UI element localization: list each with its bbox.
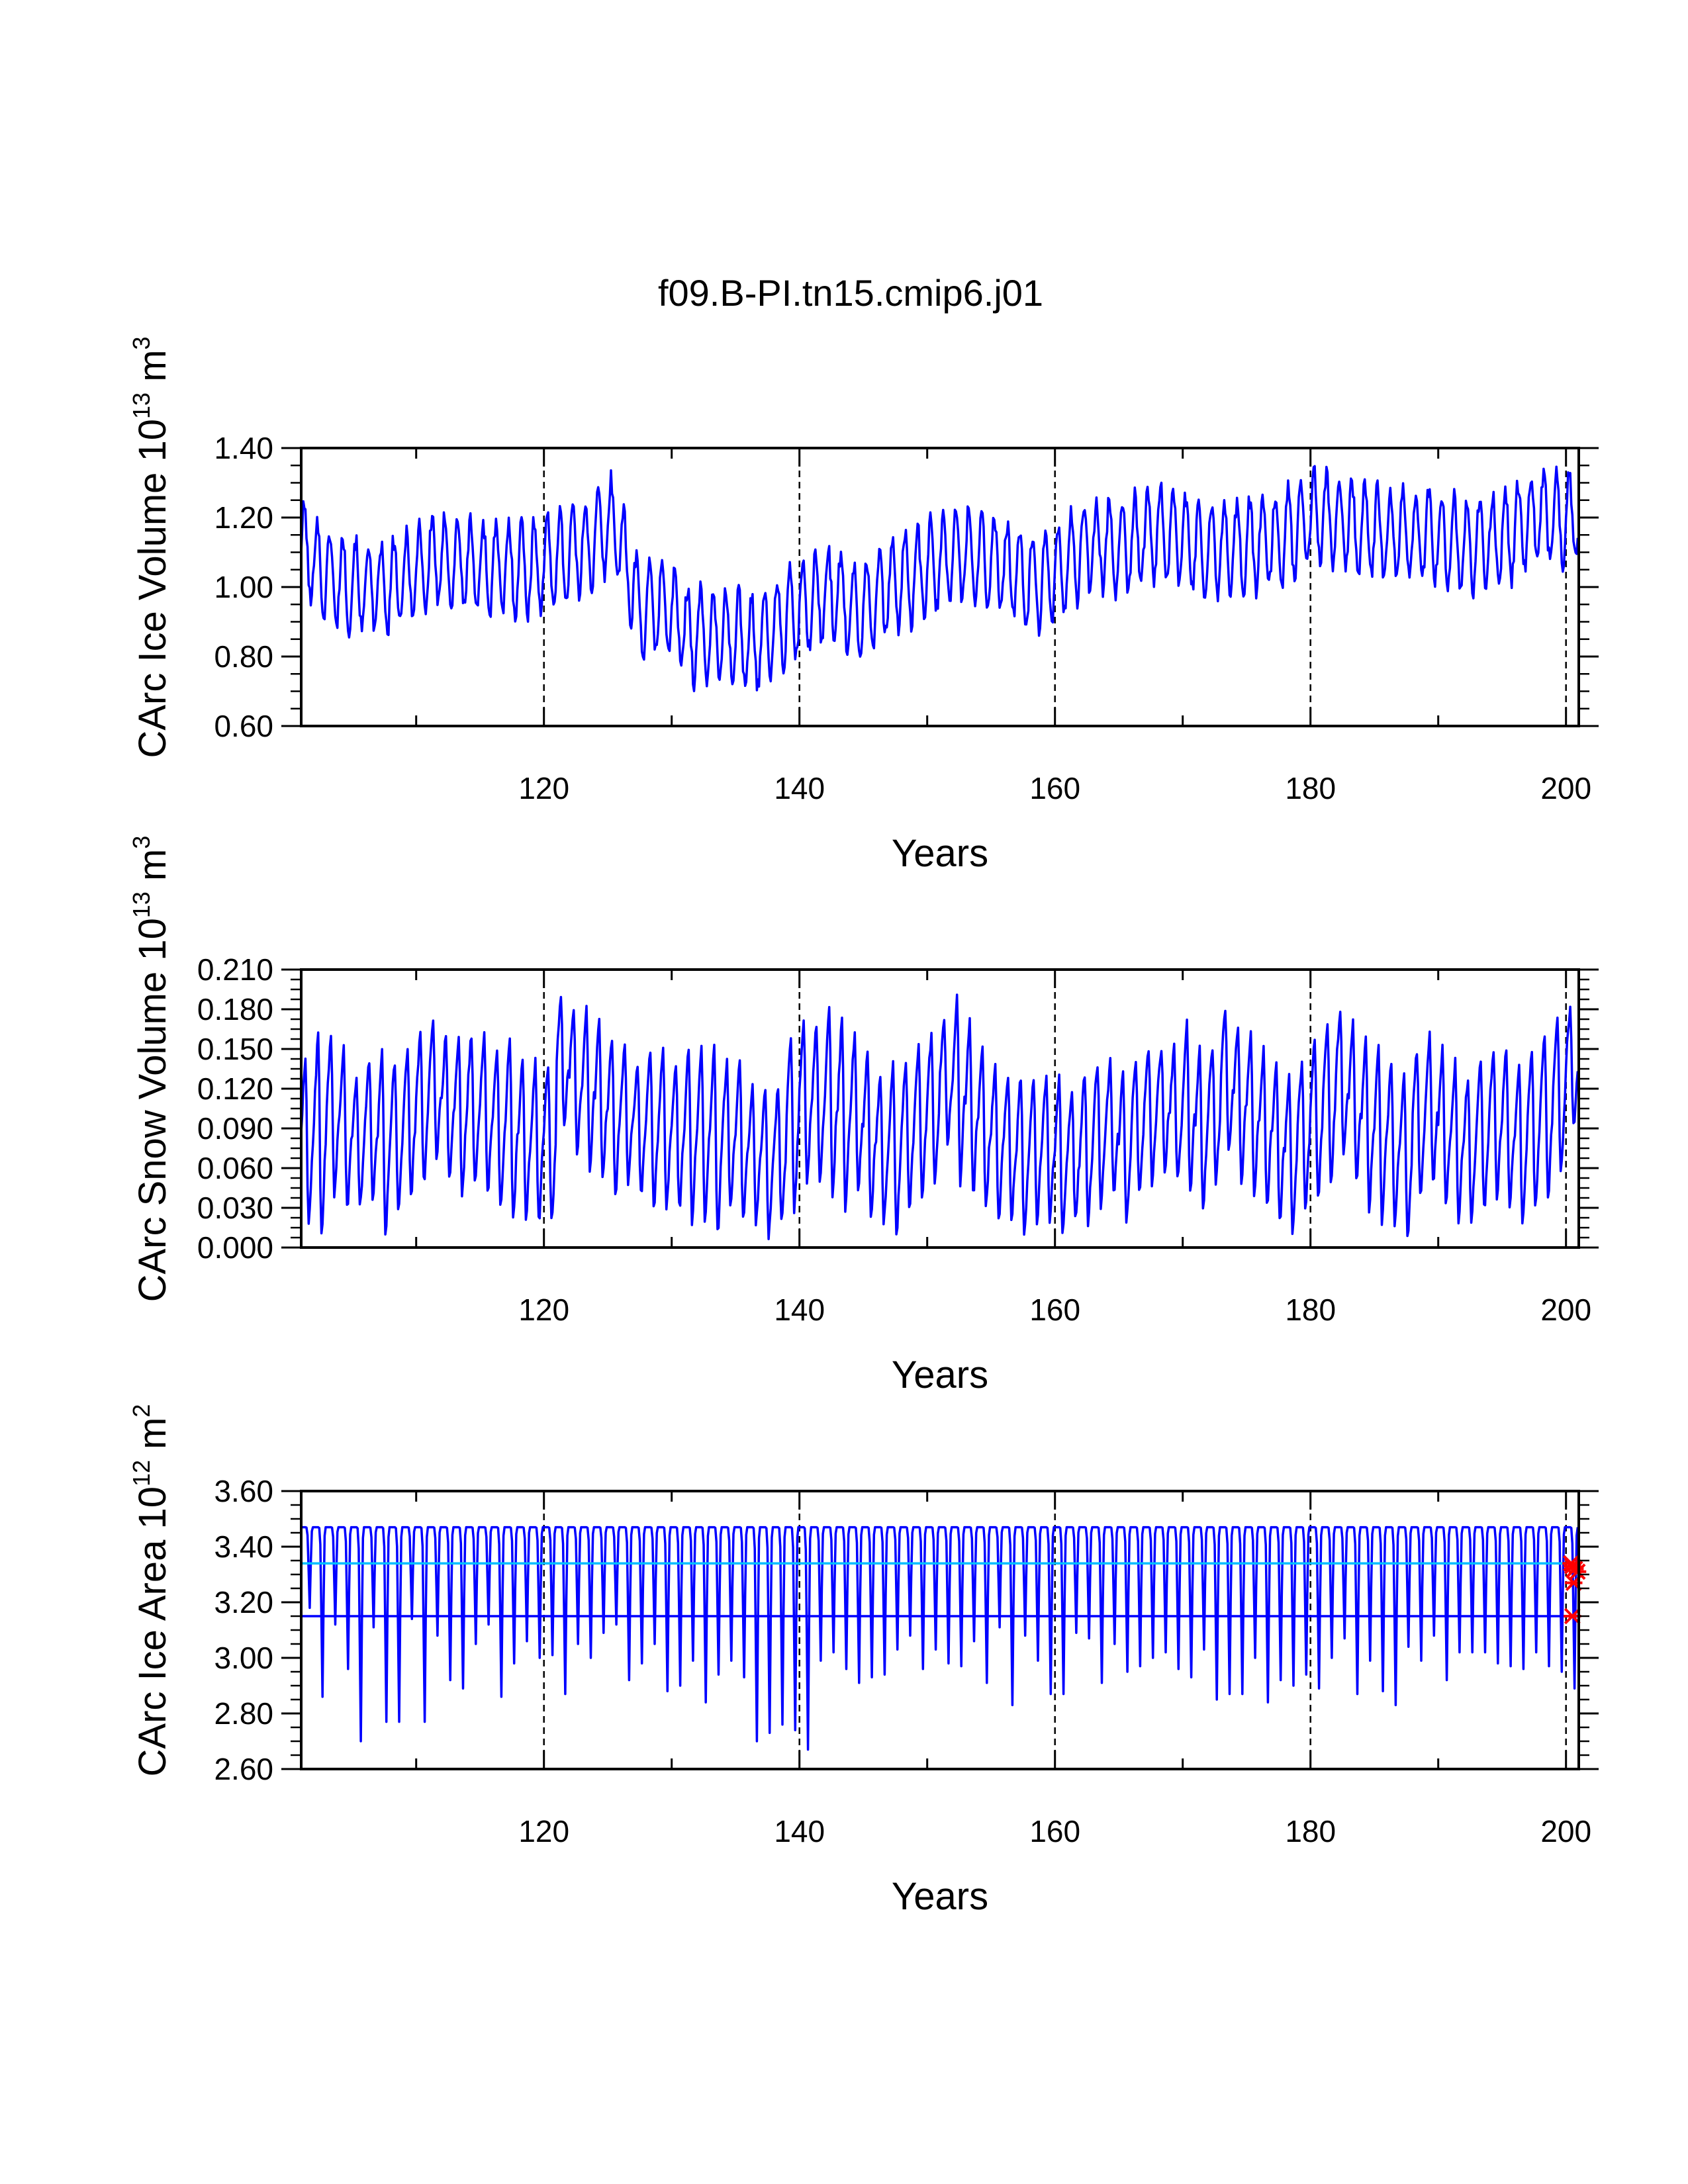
y-tick-labels: 0.60 0.80 1.00 1.20 1.40 [214,431,273,743]
y-tick-label: 0.000 [197,1230,273,1265]
y-tick-label: 0.60 [214,709,273,743]
y-tick-label: 2.80 [214,1696,273,1731]
x-axis-label: Years [892,1875,988,1918]
x-tick-label: 180 [1285,1293,1336,1327]
figure-title: f09.B-PI.tn15.cmip6.j01 [658,272,1043,314]
y-label-unit-exponent: 3 [128,336,155,349]
y-axis-label: CArc Ice Volume 1013 m3 [128,336,174,758]
y-axis-label: CArc Ice Area 1012 m2 [128,1404,174,1777]
series-line-monthly [300,465,1579,692]
y-tick-label: 0.80 [214,639,273,674]
x-tick-label: 180 [1285,1814,1336,1848]
panel-snow-volume: 120 140 160 180 200 0.000 0.030 0.060 0.090 0.12… [128,836,1599,1396]
y-label-unit: m [131,349,174,392]
panel-ice-volume: 120 140 160 180 200 0.60 0.80 1.00 1.20 1.40 Yea… [128,336,1599,875]
y-label-unit: m [131,849,174,891]
grid-lines [543,1491,1567,1769]
y-axis-label: CArc Snow Volume 1013 m3 [128,836,174,1302]
y-tick-label: 3.00 [214,1641,273,1675]
y-label-exponent: 13 [128,392,155,419]
data-series [300,465,1579,692]
x-tick-label: 140 [774,1814,825,1848]
x-tick-label: 160 [1029,771,1080,805]
y-tick-labels: 0.000 0.030 0.060 0.090 0.120 0.150 0.180 0.210 [197,952,273,1265]
x-tick-labels: 120 140 160 180 200 [518,1293,1591,1327]
y-tick-label: 3.20 [214,1585,273,1619]
y-tick-label: 0.060 [197,1151,273,1185]
plot-frame [300,1490,1580,1770]
y-tick-label: 0.210 [197,952,273,987]
y-label-unit-exponent: 3 [128,836,155,849]
x-tick-label: 200 [1540,771,1591,805]
y-tick-label: 3.60 [214,1474,273,1508]
series-line-monthly [301,1525,1579,1751]
x-tick-label: 120 [518,771,569,805]
x-axis-label: Years [892,832,988,875]
x-tick-label: 200 [1540,1814,1591,1848]
y-tick-labels: 2.60 2.80 3.00 3.20 3.40 3.60 [214,1474,273,1786]
x-tick-label: 180 [1285,771,1336,805]
data-series [301,1525,1579,1751]
x-tick-label: 120 [518,1814,569,1848]
y-label-main: CArc Ice Volume 10 [131,419,174,758]
x-tick-label: 120 [518,1293,569,1327]
x-tick-label: 160 [1029,1293,1080,1327]
x-axis-label: Years [892,1353,988,1396]
y-tick-label: 1.00 [214,570,273,604]
x-tick-label: 140 [774,1293,825,1327]
x-tick-labels: 120 140 160 180 200 [518,1814,1591,1848]
y-tick-label: 0.090 [197,1111,273,1146]
y-tick-label: 0.030 [197,1191,273,1225]
y-tick-label: 1.20 [214,500,273,535]
x-tick-label: 200 [1540,1293,1591,1327]
y-label-exponent: 13 [128,891,155,918]
axis-ticks [281,968,1599,1249]
y-tick-label: 0.180 [197,992,273,1026]
y-tick-label: 1.40 [214,431,273,465]
axis-ticks [281,447,1599,727]
y-tick-label: 2.60 [214,1752,273,1786]
axis-ticks [281,1490,1599,1770]
y-tick-label: 3.40 [214,1529,273,1564]
x-tick-labels: 120 140 160 180 200 [518,771,1591,805]
y-label-main: CArc Ice Area 10 [131,1486,174,1776]
y-label-unit-exponent: 2 [128,1404,155,1418]
x-tick-label: 160 [1029,1814,1080,1848]
y-label-main: CArc Snow Volume 10 [131,918,174,1302]
x-tick-label: 140 [774,771,825,805]
y-tick-label: 0.120 [197,1071,273,1106]
series-line-monthly [300,993,1579,1240]
y-label-unit: m [131,1418,174,1460]
panel-ice-area: 120 140 160 180 200 2.60 2.80 3.00 3.20 3.40 3.60… [128,1404,1599,1918]
y-label-exponent: 12 [128,1460,155,1486]
data-series [300,993,1579,1240]
reference-lines [301,1555,1587,1625]
y-tick-label: 0.150 [197,1032,273,1066]
